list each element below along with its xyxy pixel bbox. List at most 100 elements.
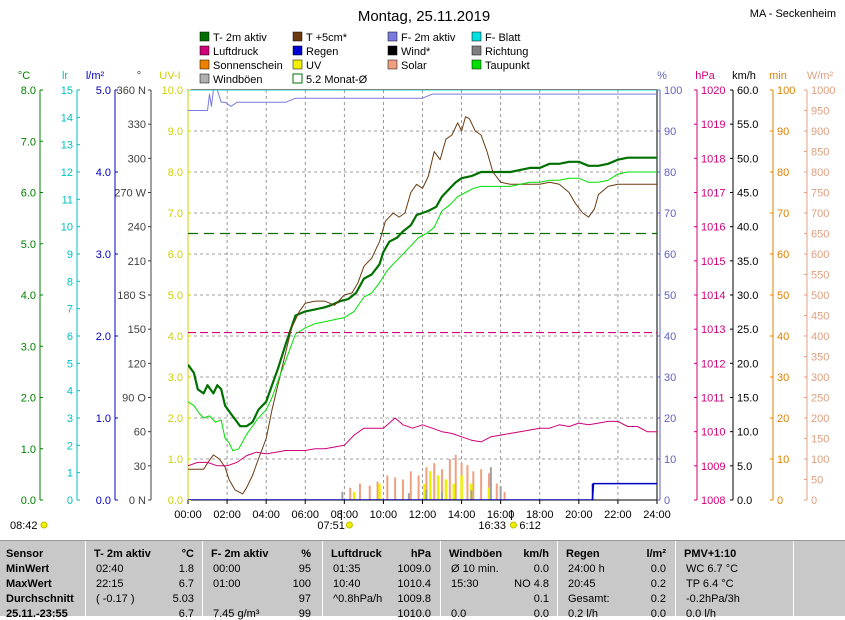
minutes-tick-label: 100 — [777, 85, 795, 97]
legend-label: Taupunkt — [485, 60, 530, 72]
sun-ref-time: 08:42 — [10, 520, 38, 532]
rain-tick-label: 1.0 — [96, 413, 111, 425]
humidity-tick-label: 60 — [664, 249, 676, 261]
stats-cell-label: 10:40 — [333, 578, 361, 590]
solar-tick-label: 450 — [811, 311, 829, 323]
stats-cell-value: 97 — [298, 593, 311, 605]
stats-cell-label: TP 6.4 °C — [686, 578, 734, 590]
pressure-tick-label: 1010 — [701, 427, 725, 439]
minutes-tick-label: 20 — [777, 413, 789, 425]
minutes-tick-label: 0 — [777, 495, 783, 507]
stats-cell-value: 0.0 — [533, 608, 549, 620]
time-tick-label: 22:00 — [604, 509, 632, 521]
plot-content — [188, 90, 657, 500]
direction-tick-label: 330 — [128, 119, 146, 131]
series-line — [188, 116, 657, 495]
pressure-tick-label: 1018 — [701, 153, 725, 165]
pressure-tick-label: 1011 — [701, 393, 725, 405]
direction-axis-title: ° — [137, 70, 141, 82]
chart-axes: 00:00 02:00 04:00 06:00 08:00 10:00 12:00 14:00… — [18, 70, 836, 521]
temp-tick-label: 0.0 — [21, 495, 36, 507]
solar-tick-label: 400 — [811, 331, 829, 343]
sunrise-time: 07:51 — [317, 520, 345, 532]
series-line — [188, 417, 657, 467]
legend-swatch — [199, 31, 210, 42]
direction-tick-label: 180 S — [117, 290, 146, 302]
stats-row-label: MaxWert — [6, 578, 52, 590]
time-tick-label: 24:00 — [643, 509, 671, 521]
legend-swatch — [471, 31, 482, 42]
stats-panel: Sensor MinWert MaxWert Durchschnitt 25.11.-2… — [0, 540, 845, 620]
pressure-tick-label: 1019 — [701, 119, 725, 131]
sun-events: 08:42 07:51 16:33 6:12 — [10, 510, 541, 532]
minutes-tick-label: 70 — [777, 208, 789, 220]
minutes-tick-label: 10 — [777, 454, 789, 466]
humidity-tick-label: 0 — [664, 495, 670, 507]
solar-tick-label: 750 — [811, 188, 829, 200]
uv-tick-label: 8.0 — [168, 167, 183, 179]
wind-tick-label: 40.0 — [737, 222, 758, 234]
humidity-tick-label: 40 — [664, 331, 676, 343]
legend-label: Solar — [401, 60, 427, 72]
stats-cell-value: 6.7 — [178, 608, 194, 620]
stats-separator — [202, 541, 203, 616]
uv-tick-label: 2.0 — [168, 413, 183, 425]
wind-tick-label: 50.0 — [737, 153, 758, 165]
solar-tick-label: 800 — [811, 167, 829, 179]
stats-cell-value: 0.2 — [650, 593, 666, 605]
uv-tick-label: 7.0 — [168, 208, 183, 220]
stats-cell-value: 1010.4 — [397, 578, 431, 590]
stats-col-header: F- 2m aktiv — [211, 548, 269, 560]
rain-axis-title: l/m² — [86, 70, 105, 82]
uv-tick-label: 4.0 — [168, 331, 183, 343]
legend-swatch — [387, 45, 398, 56]
solar-tick-label: 700 — [811, 208, 829, 220]
time-tick-label: 08:00 — [331, 509, 359, 521]
uv-tick-label: 6.0 — [168, 249, 183, 261]
wind-tick-label: 55.0 — [737, 119, 758, 131]
direction-tick-label: 360 N — [117, 85, 146, 97]
temp-tick-label: 7.0 — [21, 136, 36, 148]
direction-tick-label: 60 — [134, 427, 146, 439]
minutes-tick-label: 50 — [777, 290, 789, 302]
stats-col-unit: l/m² — [646, 548, 666, 560]
rain-tick-label: 2.0 — [96, 331, 111, 343]
humidity-tick-label: 90 — [664, 126, 676, 138]
stats-cell-label: 0.2 l/h — [568, 608, 598, 620]
weather-chart: Montag, 25.11.2019 MA - Seckenheim T- 2m… — [10, 8, 836, 532]
lr-tick-label: 8 — [67, 276, 73, 288]
direction-tick-label: 120 — [128, 358, 146, 370]
solar-tick-label: 500 — [811, 290, 829, 302]
station-name: MA - Seckenheim — [750, 8, 836, 20]
legend-label: UV — [306, 60, 322, 72]
direction-tick-label: 0 N — [129, 495, 146, 507]
lr-tick-label: 13 — [61, 140, 73, 152]
legend-label: Sonnenschein — [213, 60, 283, 72]
stats-cell-label: 01:00 — [213, 578, 241, 590]
stats-cell-label: -0.2hPa/3h — [686, 593, 740, 605]
uv-tick-label: 1.0 — [168, 454, 183, 466]
pressure-tick-label: 1012 — [701, 358, 725, 370]
legend-label: T- 2m aktiv — [213, 32, 267, 44]
lr-tick-label: 9 — [67, 249, 73, 261]
temp-tick-label: 2.0 — [21, 393, 36, 405]
stats-cell-label: 22:15 — [96, 578, 124, 590]
legend-swatch — [471, 45, 482, 56]
stats-cell-value: 1.8 — [178, 563, 194, 575]
solar-tick-label: 900 — [811, 126, 829, 138]
lr-tick-label: 12 — [61, 167, 73, 179]
time-tick-label: 16:00 — [487, 509, 515, 521]
temp-tick-label: 8.0 — [21, 85, 36, 97]
wind-tick-label: 25.0 — [737, 324, 758, 336]
wind-tick-label: 5.0 — [737, 461, 752, 473]
lr-tick-label: 3 — [67, 413, 73, 425]
direction-tick-label: 150 — [128, 324, 146, 336]
solar-tick-label: 50 — [811, 475, 823, 487]
uv-axis-title: UV-I — [159, 70, 180, 82]
stats-row-label: Sensor — [6, 548, 44, 560]
solar-tick-label: 150 — [811, 434, 829, 446]
stats-row-label: 25.11.-23:55 — [6, 608, 68, 620]
time-tick-label: 18:00 — [526, 509, 554, 521]
lr-tick-label: 4 — [67, 386, 73, 398]
legend-swatch — [387, 59, 398, 70]
